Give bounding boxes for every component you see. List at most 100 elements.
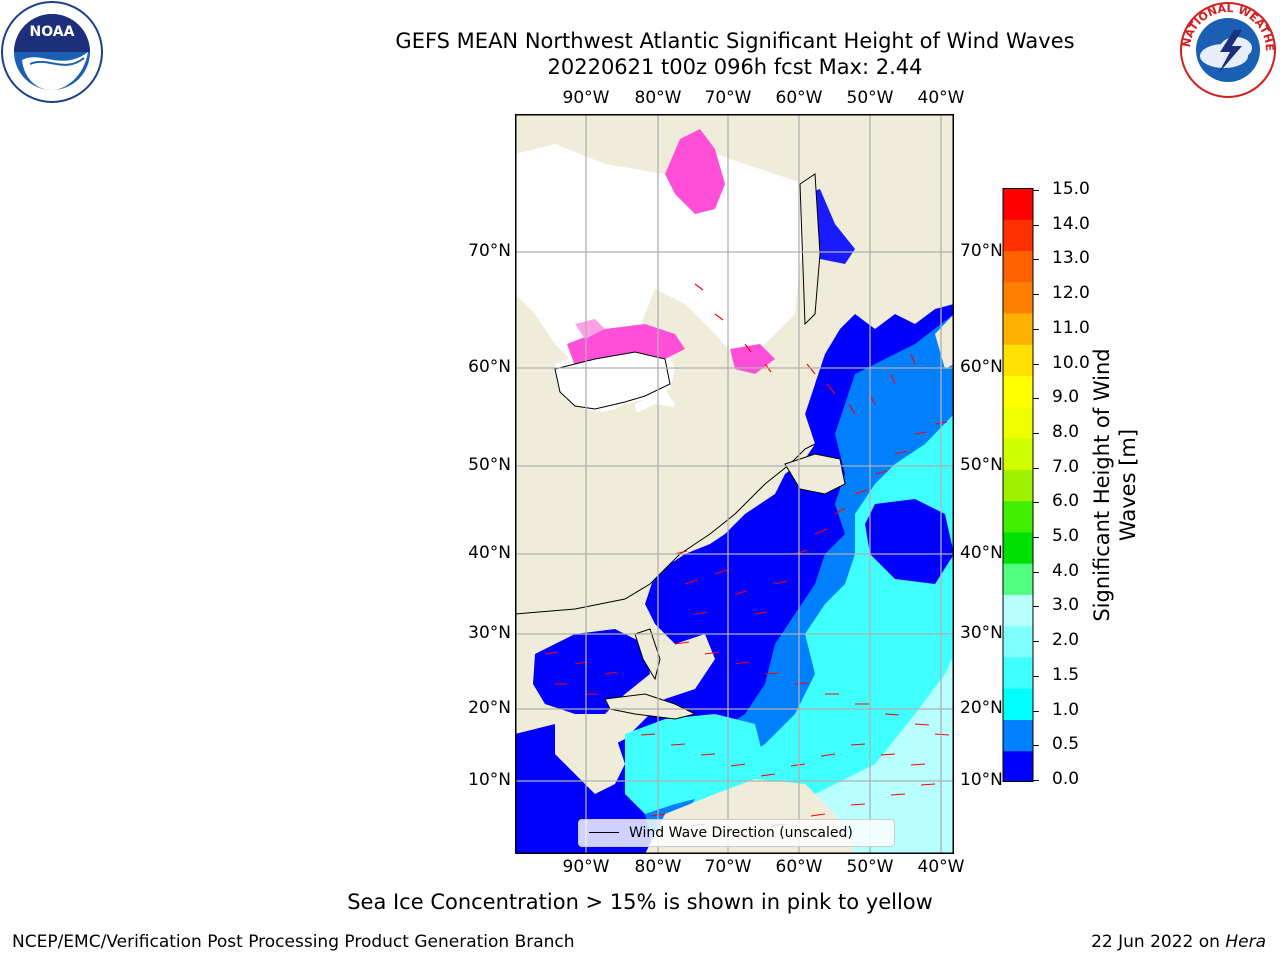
- colorbar-tick-mark: [1033, 398, 1039, 400]
- colorbar-tick-mark: [1033, 675, 1039, 677]
- colorbar-tick-mark: [1033, 259, 1039, 261]
- lon-label-top: 90°W: [562, 88, 610, 108]
- colorbar-tick-mark: [1033, 224, 1039, 226]
- greenland-tip: [935, 314, 954, 369]
- colorbar-tick-mark: [1033, 710, 1039, 712]
- colorbar-frame: [1002, 188, 1034, 782]
- newfoundland: [784, 453, 846, 495]
- colorbar-label: Significant Height of Wind Waves [m]: [1090, 348, 1140, 622]
- colorbar-segment: [1003, 594, 1033, 627]
- sea-ice-band: [730, 344, 775, 374]
- lon-label-bottom: 80°W: [634, 857, 682, 877]
- coastline: [515, 443, 816, 615]
- colorbar-tick-mark: [1033, 432, 1039, 434]
- svg-text:NOAA: NOAA: [30, 24, 75, 40]
- colorbar-tick-mark: [1033, 363, 1039, 365]
- colorbar-tick-mark: [1033, 745, 1039, 747]
- colorbar-tick-label: 10.0: [1052, 352, 1090, 373]
- colorbar-segment: [1003, 406, 1033, 439]
- colorbar-tick-mark: [1033, 294, 1039, 296]
- colorbar-tick-mark: [1033, 190, 1039, 191]
- colorbar-tick-label: 7.0: [1052, 456, 1080, 477]
- lon-label-top: 40°W: [917, 88, 965, 108]
- colorbar-tick-mark: [1033, 502, 1039, 504]
- colorbar-segment: [1003, 688, 1033, 720]
- colorbar-segment: [1003, 656, 1033, 689]
- colorbar-segment: [1003, 438, 1033, 470]
- colorbar-tick-label: 12.0: [1052, 283, 1090, 304]
- colorbar-tick-label: 15.0: [1052, 179, 1090, 199]
- sea-ice-band: [575, 319, 605, 339]
- colorbar-tick-label: 6.0: [1052, 491, 1080, 512]
- colorbar-segment: [1003, 625, 1033, 658]
- colorbar-tick-label: 14.0: [1052, 213, 1090, 234]
- hudson-bay-fill: [554, 351, 671, 410]
- nws-logo: NATIONAL WEATHER SERVICE: [1176, 0, 1276, 98]
- map-legend: Wind Wave Direction (unscaled): [578, 819, 895, 847]
- ocean-higher-waves: [685, 384, 954, 854]
- colorbar-tick-label: 8.0: [1052, 421, 1080, 442]
- chart-title: GEFS MEAN Northwest Atlantic Significant…: [395, 29, 1075, 53]
- colorbar-tick-label: 4.0: [1052, 560, 1080, 581]
- credit-branch: NCEP/EMC/Verification Post Processing Pr…: [12, 932, 575, 952]
- sea-ice-caption: Sea Ice Concentration > 15% is shown in …: [347, 890, 933, 914]
- colorbar-tick-label: 3.0: [1052, 595, 1080, 616]
- colorbar-tick-label: 11.0: [1052, 317, 1090, 338]
- colorbar-segment: [1003, 375, 1033, 408]
- colorbar-segment: [1003, 219, 1033, 252]
- credit-date: 22 Jun 2022 on Hera: [1091, 932, 1266, 952]
- lat-label-left: 40°N: [468, 543, 511, 563]
- lon-label-bottom: 50°W: [846, 857, 894, 877]
- lat-label-left: 10°N: [468, 770, 511, 790]
- lat-label-left: 50°N: [468, 455, 511, 475]
- colorbar-segment: [1003, 313, 1033, 345]
- colorbar-tick-label: 2.0: [1052, 630, 1080, 651]
- colorbar-segment: [1003, 531, 1033, 564]
- colorbar-tick-label: 9.0: [1052, 387, 1080, 408]
- wave-height-map: [515, 114, 954, 854]
- lat-label-right: 20°N: [960, 698, 1003, 718]
- lat-label-right: 60°N: [960, 357, 1003, 377]
- colorbar-tick-label: 0.0: [1052, 769, 1080, 789]
- colorbar-tick-mark: [1033, 641, 1039, 643]
- low-wave-eddy: [865, 499, 954, 584]
- sea-ice-band: [665, 129, 725, 214]
- lon-label-bottom: 90°W: [562, 857, 610, 877]
- colorbar-tick-label: 1.0: [1052, 699, 1080, 720]
- lon-label-bottom: 60°W: [775, 857, 823, 877]
- colorbar-tick-label: 0.5: [1052, 734, 1080, 755]
- lon-label-top: 80°W: [634, 88, 682, 108]
- legend-label: Wind Wave Direction (unscaled): [629, 825, 853, 841]
- lat-label-left: 30°N: [468, 623, 511, 643]
- sea-ice-band: [567, 324, 685, 366]
- lat-label-right: 30°N: [960, 623, 1003, 643]
- colorbar-tick-label: 13.0: [1052, 248, 1090, 269]
- greenland-west: [799, 173, 821, 326]
- colorbar-segment: [1003, 500, 1033, 533]
- lat-label-left: 20°N: [468, 698, 511, 718]
- colorbar: [1002, 188, 1034, 782]
- lat-label-left: 60°N: [468, 357, 511, 377]
- central-america: [555, 719, 625, 794]
- arctic-ice-region: [515, 144, 815, 369]
- lon-label-top: 70°W: [704, 88, 752, 108]
- credit-host: Hera: [1225, 932, 1266, 952]
- colorbar-segment: [1003, 188, 1033, 220]
- colorbar-tick-label: 5.0: [1052, 526, 1080, 547]
- lat-label-left: 70°N: [468, 241, 511, 261]
- colorbar-tick-label: 1.5: [1052, 664, 1080, 685]
- lon-label-top: 50°W: [846, 88, 894, 108]
- colorbar-tick-mark: [1033, 571, 1039, 573]
- colorbar-segment: [1003, 250, 1033, 283]
- legend-line-swatch: [589, 832, 619, 834]
- colorbar-segment: [1003, 469, 1033, 502]
- lat-label-right: 10°N: [960, 770, 1003, 790]
- lat-label-right: 40°N: [960, 543, 1003, 563]
- colorbar-segment: [1003, 719, 1033, 752]
- colorbar-segment: [1003, 563, 1033, 595]
- forecast-subtitle: 20220621 t00z 096h fcst Max: 2.44: [547, 55, 923, 79]
- gulf-of-mexico: [533, 629, 650, 714]
- lat-label-right: 50°N: [960, 455, 1003, 475]
- colorbar-segment: [1003, 344, 1033, 377]
- lat-label-right: 70°N: [960, 241, 1003, 261]
